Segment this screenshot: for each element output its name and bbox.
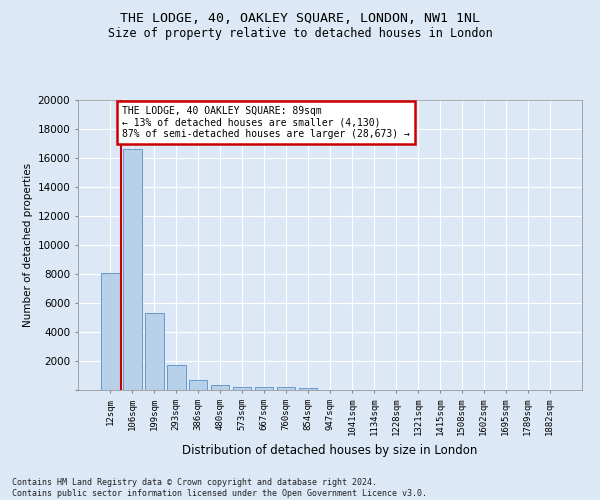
Bar bbox=[255, 387, 274, 390]
Text: Size of property relative to detached houses in London: Size of property relative to detached ho… bbox=[107, 28, 493, 40]
Bar bbox=[233, 386, 251, 390]
Bar bbox=[189, 380, 208, 390]
Bar bbox=[145, 313, 164, 390]
Text: THE LODGE, 40, OAKLEY SQUARE, LONDON, NW1 1NL: THE LODGE, 40, OAKLEY SQUARE, LONDON, NW… bbox=[120, 12, 480, 26]
Text: Contains HM Land Registry data © Crown copyright and database right 2024.
Contai: Contains HM Land Registry data © Crown c… bbox=[12, 478, 427, 498]
Bar bbox=[101, 272, 119, 390]
Bar bbox=[123, 150, 142, 390]
X-axis label: Distribution of detached houses by size in London: Distribution of detached houses by size … bbox=[182, 444, 478, 456]
Text: THE LODGE, 40 OAKLEY SQUARE: 89sqm
← 13% of detached houses are smaller (4,130)
: THE LODGE, 40 OAKLEY SQUARE: 89sqm ← 13%… bbox=[122, 106, 410, 139]
Y-axis label: Number of detached properties: Number of detached properties bbox=[23, 163, 34, 327]
Bar bbox=[167, 364, 185, 390]
Bar bbox=[211, 386, 229, 390]
Bar bbox=[299, 388, 317, 390]
Bar bbox=[277, 388, 295, 390]
